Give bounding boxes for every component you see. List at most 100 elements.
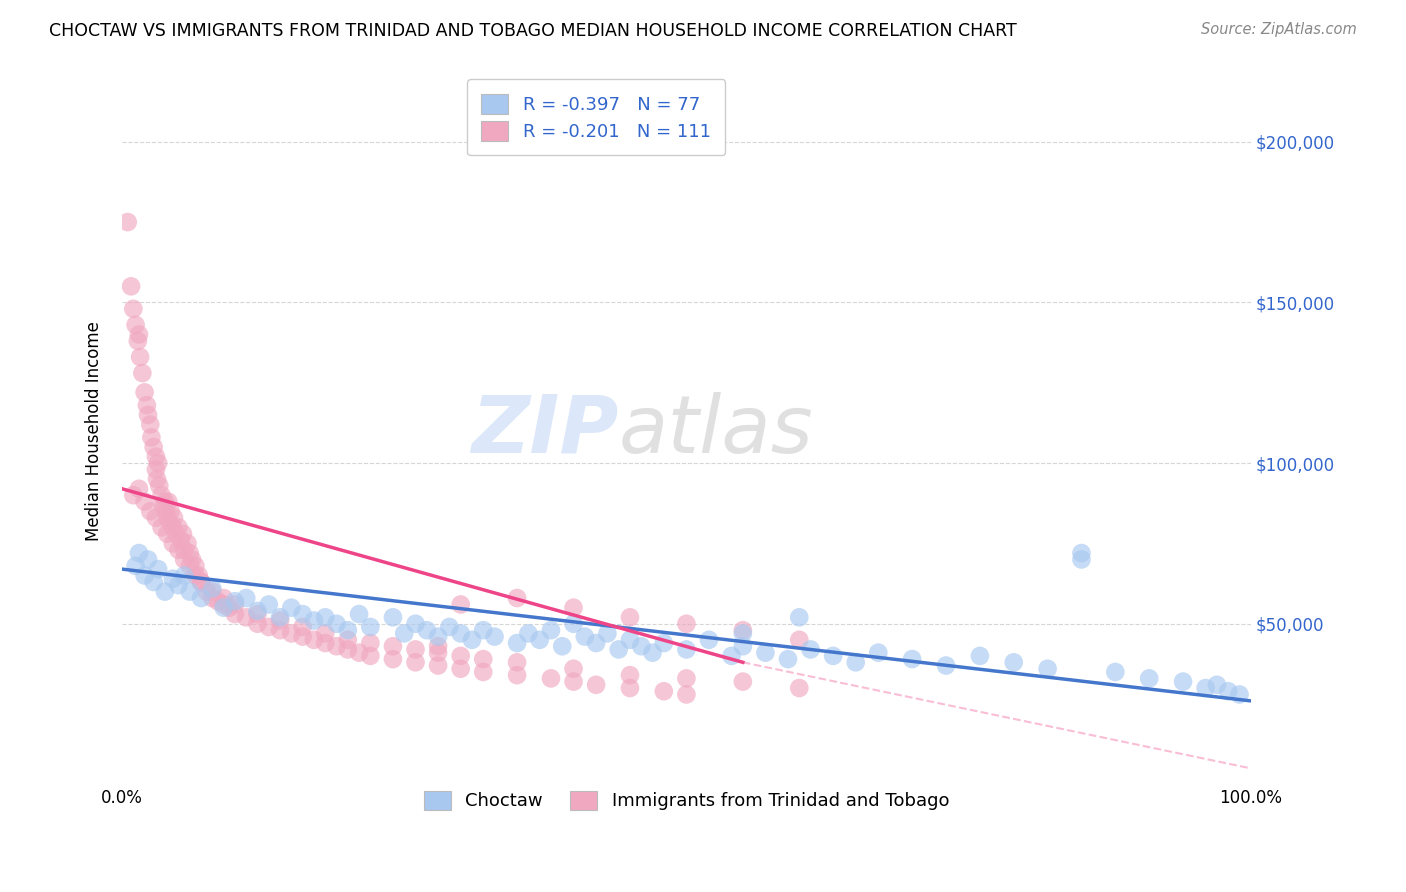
Point — [1070, 546, 1092, 560]
Point — [172, 526, 194, 541]
Point — [136, 408, 159, 422]
Point — [607, 642, 630, 657]
Point — [562, 662, 585, 676]
Point — [129, 350, 152, 364]
Point — [1229, 688, 1251, 702]
Point — [167, 578, 190, 592]
Point — [381, 652, 404, 666]
Point — [336, 642, 359, 657]
Point — [731, 623, 754, 637]
Point — [165, 526, 187, 541]
Point — [291, 630, 314, 644]
Point — [291, 607, 314, 621]
Text: atlas: atlas — [619, 392, 814, 470]
Point — [787, 632, 810, 647]
Point — [150, 520, 173, 534]
Point — [427, 646, 450, 660]
Point — [146, 472, 169, 486]
Point — [224, 594, 246, 608]
Point — [675, 642, 697, 657]
Point — [574, 630, 596, 644]
Point — [1206, 678, 1229, 692]
Point — [731, 674, 754, 689]
Point — [439, 620, 461, 634]
Point — [201, 584, 224, 599]
Point — [146, 562, 169, 576]
Point — [562, 616, 585, 631]
Point — [901, 652, 924, 666]
Legend: Choctaw, Immigrants from Trinidad and Tobago: Choctaw, Immigrants from Trinidad and To… — [409, 776, 963, 825]
Point — [787, 681, 810, 695]
Point — [117, 215, 139, 229]
Point — [162, 572, 184, 586]
Point — [136, 552, 159, 566]
Point — [585, 636, 607, 650]
Point — [585, 678, 607, 692]
Point — [257, 598, 280, 612]
Point — [731, 639, 754, 653]
Point — [969, 648, 991, 663]
Point — [184, 558, 207, 573]
Point — [314, 626, 336, 640]
Point — [652, 684, 675, 698]
Point — [127, 334, 149, 348]
Point — [506, 636, 529, 650]
Point — [212, 591, 235, 605]
Point — [246, 616, 269, 631]
Point — [359, 620, 381, 634]
Point — [152, 498, 174, 512]
Point — [257, 620, 280, 634]
Point — [472, 652, 495, 666]
Point — [450, 626, 472, 640]
Point — [150, 488, 173, 502]
Point — [450, 598, 472, 612]
Point — [176, 536, 198, 550]
Point — [427, 639, 450, 653]
Point — [131, 366, 153, 380]
Text: CHOCTAW VS IMMIGRANTS FROM TRINIDAD AND TOBAGO MEDIAN HOUSEHOLD INCOME CORRELATI: CHOCTAW VS IMMIGRANTS FROM TRINIDAD AND … — [49, 22, 1017, 40]
Point — [156, 510, 179, 524]
Point — [416, 623, 439, 637]
Point — [269, 610, 291, 624]
Point — [190, 574, 212, 589]
Point — [529, 632, 551, 647]
Point — [302, 632, 325, 647]
Point — [291, 620, 314, 634]
Point — [619, 632, 641, 647]
Point — [145, 510, 167, 524]
Point — [1137, 672, 1160, 686]
Point — [302, 614, 325, 628]
Point — [641, 646, 664, 660]
Point — [461, 632, 484, 647]
Point — [325, 616, 347, 631]
Point — [145, 450, 167, 464]
Point — [619, 668, 641, 682]
Point — [135, 398, 157, 412]
Point — [823, 648, 845, 663]
Point — [506, 656, 529, 670]
Point — [935, 658, 957, 673]
Point — [246, 607, 269, 621]
Point — [187, 568, 209, 582]
Point — [142, 574, 165, 589]
Point — [619, 610, 641, 624]
Point — [394, 626, 416, 640]
Point — [450, 648, 472, 663]
Point — [167, 520, 190, 534]
Point — [122, 301, 145, 316]
Point — [359, 636, 381, 650]
Point — [336, 632, 359, 647]
Point — [173, 568, 195, 582]
Point — [120, 279, 142, 293]
Point — [139, 417, 162, 432]
Point — [845, 656, 868, 670]
Point — [540, 623, 562, 637]
Point — [218, 600, 240, 615]
Text: Source: ZipAtlas.com: Source: ZipAtlas.com — [1201, 22, 1357, 37]
Point — [142, 440, 165, 454]
Point — [134, 385, 156, 400]
Point — [280, 600, 302, 615]
Point — [146, 456, 169, 470]
Point — [405, 616, 427, 631]
Point — [314, 610, 336, 624]
